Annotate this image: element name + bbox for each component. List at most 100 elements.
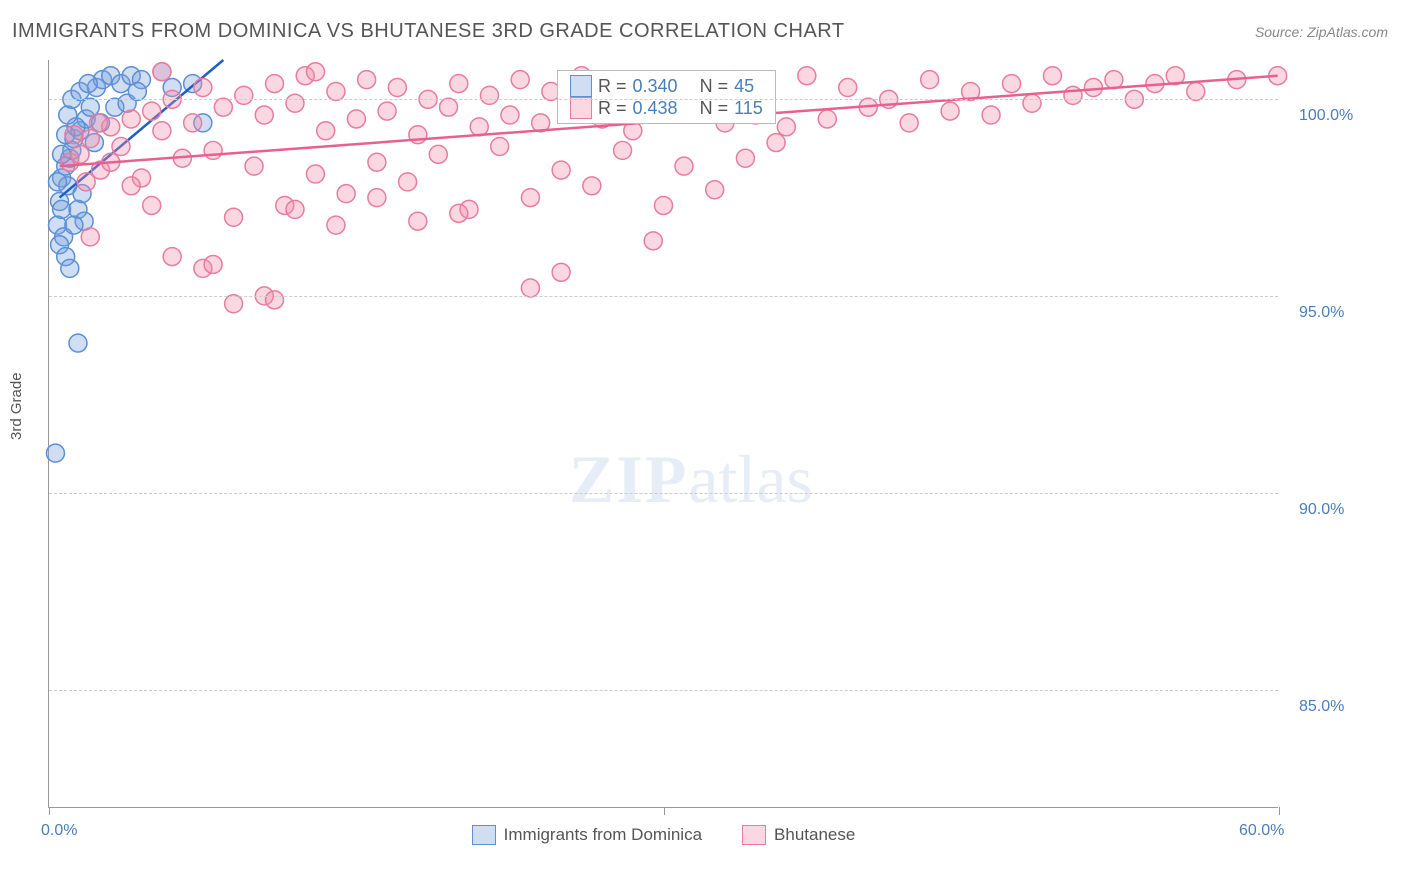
data-point [675,157,693,175]
data-point [767,134,785,152]
legend-label: Immigrants from Dominica [504,825,702,845]
data-point [480,86,498,104]
data-point [245,157,263,175]
legend-r-value: 0.340 [633,76,678,97]
data-point [839,79,857,97]
data-point [583,177,601,195]
data-point [143,102,161,120]
legend-r-value: 0.438 [633,98,678,119]
data-point [53,200,71,218]
data-point [337,185,355,203]
data-point [388,79,406,97]
data-point [900,114,918,132]
data-point [921,71,939,89]
data-point [194,79,212,97]
bottom-legend-item: Immigrants from Dominica [472,825,702,845]
data-point [128,82,146,100]
gridline [49,690,1278,691]
data-point [225,208,243,226]
data-point [65,216,83,234]
x-tick [1279,807,1280,815]
y-axis-label: 3rd Grade [8,372,25,440]
data-point [1084,79,1102,97]
data-point [204,255,222,273]
data-point [266,291,284,309]
data-point [644,232,662,250]
data-point [327,216,345,234]
data-point [235,86,253,104]
data-point [286,94,304,112]
y-tick-label: 90.0% [1299,501,1344,519]
data-point [327,82,345,100]
legend-n-value: 45 [734,76,754,97]
data-point [655,196,673,214]
data-point [511,71,529,89]
data-point [46,444,64,462]
data-point [818,110,836,128]
chart-plot-area: R = 0.340 N = 45 R = 0.438 N = 115 ZIPat… [48,60,1278,808]
data-point [122,177,140,195]
data-point [358,71,376,89]
data-point [71,145,89,163]
data-point [77,173,95,191]
legend-n-label: N = [700,98,729,119]
data-point [501,106,519,124]
legend-swatch [742,825,766,845]
data-point [204,141,222,159]
data-point [286,200,304,218]
y-tick-label: 100.0% [1299,107,1353,125]
data-point [1187,82,1205,100]
data-point [306,165,324,183]
data-point [153,122,171,140]
data-point [1105,71,1123,89]
data-point [521,279,539,297]
y-tick-label: 85.0% [1299,698,1344,716]
data-point [399,173,417,191]
data-point [1064,86,1082,104]
data-point [491,138,509,156]
data-point [317,122,335,140]
x-tick [664,807,665,815]
source-link[interactable]: ZipAtlas.com [1307,24,1388,40]
x-tick-label: 0.0% [41,822,77,840]
source-attribution: Source: ZipAtlas.com [1255,24,1388,40]
data-point [552,161,570,179]
data-point [184,114,202,132]
data-point [1043,67,1061,85]
data-point [112,138,130,156]
data-point [81,228,99,246]
data-point [306,63,324,81]
data-point [89,114,107,132]
data-point [225,295,243,313]
legend-n-label: N = [700,76,729,97]
data-point [122,110,140,128]
legend-label: Bhutanese [774,825,855,845]
correlation-legend: R = 0.340 N = 45 R = 0.438 N = 115 [557,70,776,124]
scatter-plot-svg [49,60,1278,807]
data-point [163,248,181,266]
data-point [982,106,1000,124]
data-point [79,75,97,93]
data-point [440,98,458,116]
bottom-legend-item: Bhutanese [742,825,855,845]
data-point [941,102,959,120]
data-point [736,149,754,167]
data-point [450,75,468,93]
data-point [378,102,396,120]
data-point [429,145,447,163]
data-point [143,196,161,214]
series-legend: Immigrants from Dominica Bhutanese [49,825,1278,845]
data-point [368,153,386,171]
legend-n-value: 115 [734,98,763,119]
legend-r-label: R = [598,76,627,97]
y-tick-label: 95.0% [1299,304,1344,322]
x-tick-label: 60.0% [1239,822,1284,840]
data-point [255,106,273,124]
chart-title: IMMIGRANTS FROM DOMINICA VS BHUTANESE 3R… [12,20,845,43]
data-point [777,118,795,136]
data-point [706,181,724,199]
data-point [1023,94,1041,112]
gridline [49,493,1278,494]
data-point [69,334,87,352]
data-point [450,204,468,222]
